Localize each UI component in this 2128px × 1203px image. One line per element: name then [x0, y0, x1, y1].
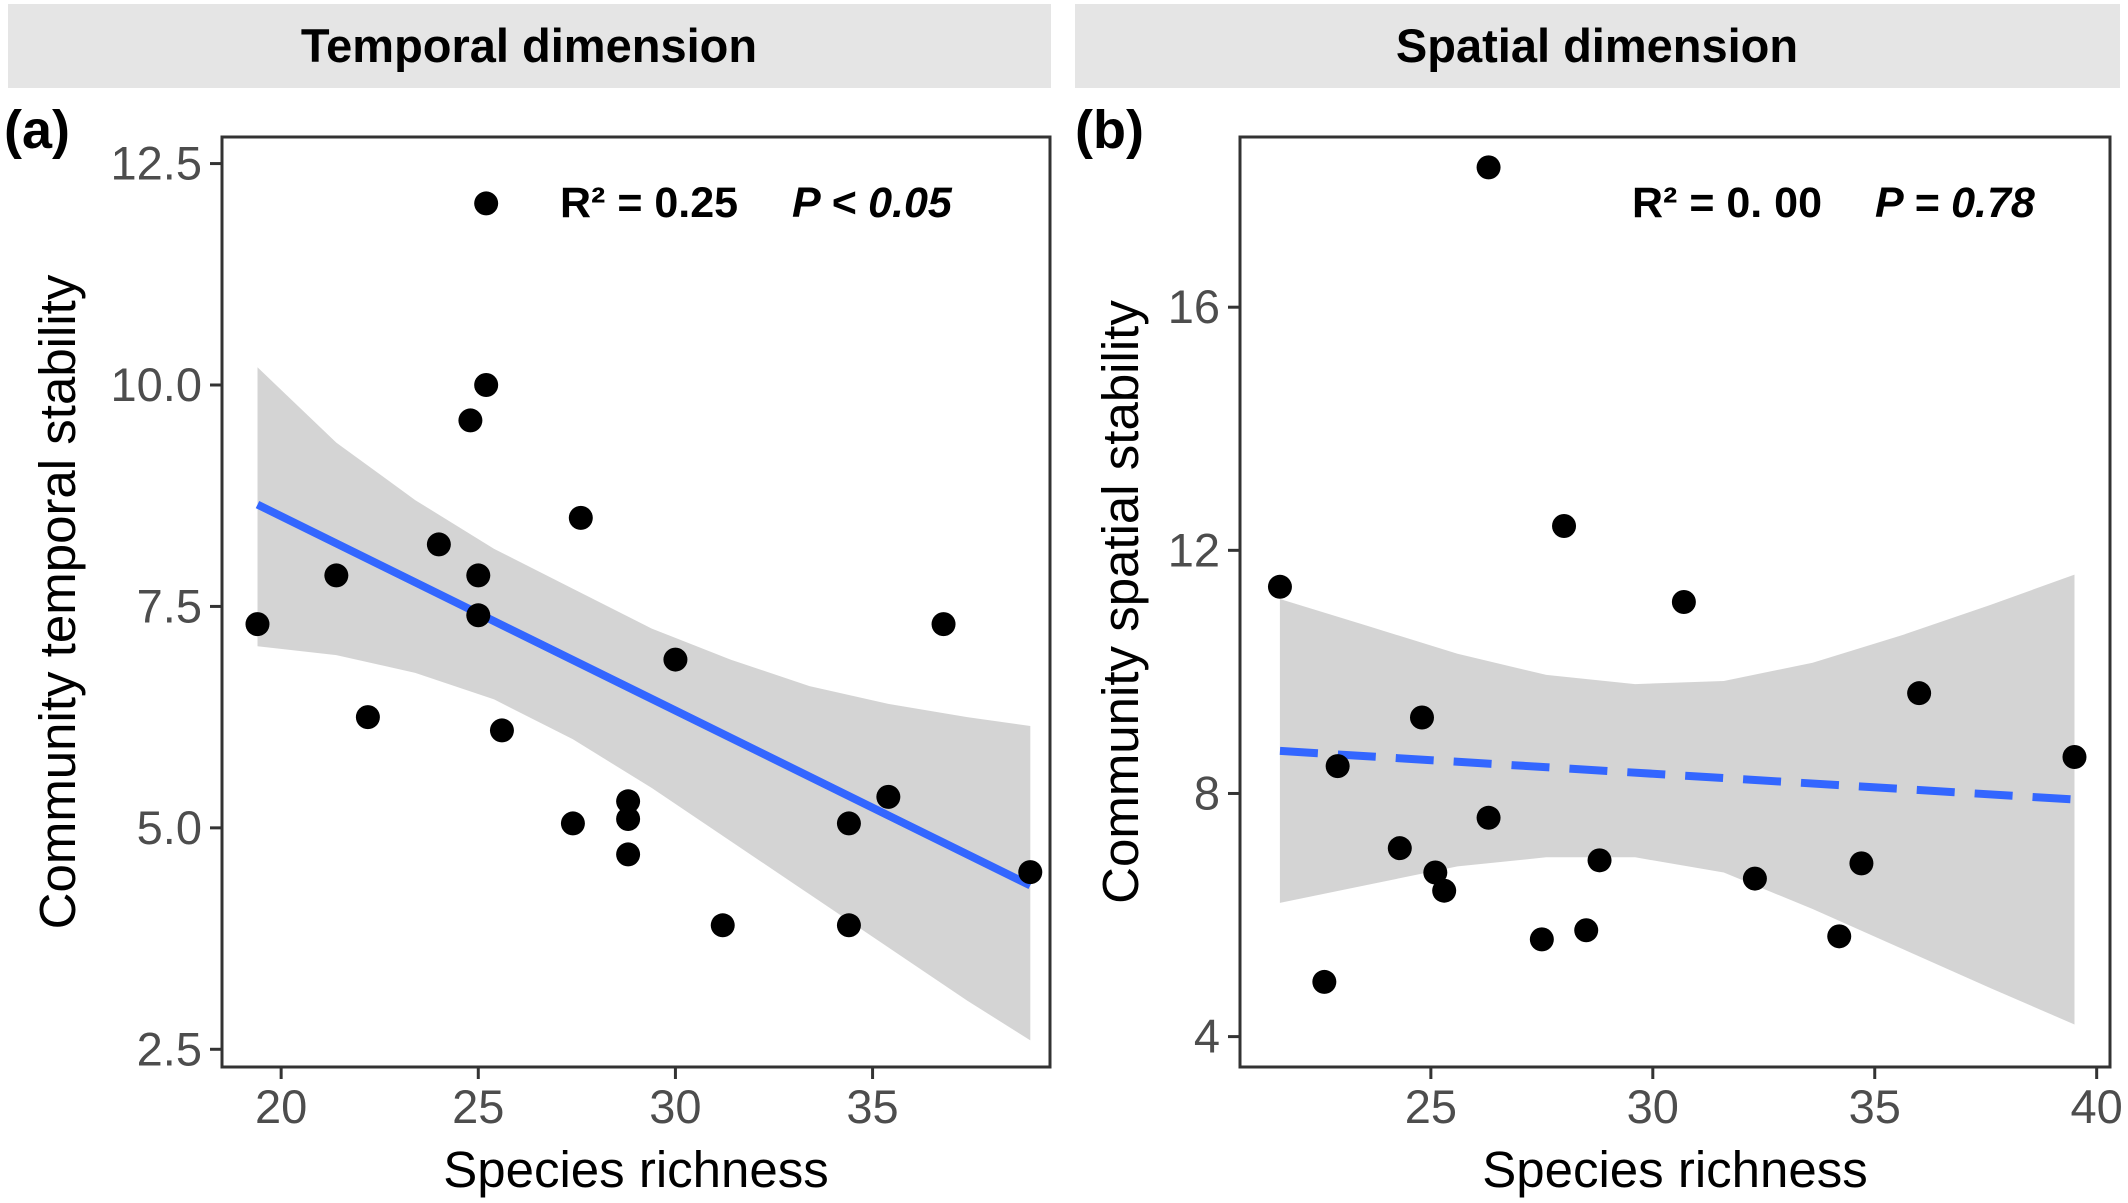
confidence-band [1279, 574, 2075, 1025]
data-point [616, 789, 641, 814]
x-tick-label: 40 [2071, 1080, 2123, 1133]
strip-title-temporal: Temporal dimension [301, 19, 757, 72]
annotation-p-b: P = 0.78 [1875, 179, 2035, 227]
data-point [931, 612, 956, 637]
data-point [1387, 836, 1412, 861]
data-point [1432, 878, 1457, 903]
data-point [616, 807, 641, 831]
x-tick-label: 35 [846, 1080, 898, 1133]
panel-temporal: 2.5 5.0 7.5 10.0 12.5 20 25 30 35 Species richn… [29, 135, 1052, 1198]
y-axis-title-a: Community temporal stability [29, 274, 86, 929]
strip-spatial [1075, 4, 2120, 88]
data-point [426, 532, 451, 557]
x-axis-title-b: Species richness [1482, 1141, 1868, 1198]
data-point [1018, 860, 1043, 885]
data-point [1849, 851, 1874, 876]
x-tick-label: 35 [1849, 1080, 1901, 1133]
data-point [1423, 860, 1448, 885]
data-point [710, 913, 735, 938]
x-tick-label: 20 [255, 1080, 307, 1133]
y-tick-label: 2.5 [137, 1022, 202, 1075]
data-point [663, 647, 688, 672]
data-point [474, 373, 499, 397]
data-point [1267, 574, 1292, 599]
x-tick-label: 30 [649, 1080, 701, 1133]
data-point [1476, 805, 1501, 830]
y-tick-label: 4 [1194, 1010, 1220, 1063]
data-point [489, 718, 514, 743]
data-point [568, 505, 593, 530]
data-point [560, 811, 585, 836]
data-point [616, 842, 641, 867]
regression-line [1279, 746, 2075, 804]
annotation-p-a: P < 0.05 [792, 179, 953, 227]
data-point [836, 811, 861, 836]
data-point [1312, 969, 1337, 994]
x-tick-label: 25 [1405, 1080, 1457, 1133]
y-tick-label: 10.0 [111, 358, 202, 411]
panel-label-a: (a) [4, 100, 70, 160]
data-point [2062, 745, 2087, 769]
y-axis-title-b: Community spatial stability [1092, 300, 1149, 904]
annotation-r2-b: R² = 0. 00 [1632, 179, 1822, 227]
strip-title-spatial: Spatial dimension [1396, 19, 1798, 72]
data-point [1552, 514, 1577, 539]
strip-temporal [8, 4, 1051, 88]
y-tick-label: 16 [1168, 280, 1220, 333]
data-point [1587, 848, 1612, 873]
y-tick-label: 5.0 [137, 801, 202, 854]
x-axis-title-a: Species richness [443, 1141, 829, 1198]
x-tick-label: 25 [452, 1080, 504, 1133]
data-point [245, 612, 270, 637]
data-point [474, 191, 499, 216]
regression-line [255, 500, 1033, 890]
data-point [1476, 155, 1501, 180]
y-tick-label: 7.5 [137, 579, 202, 632]
panel-spatial: 4 8 12 16 25 30 35 40 Species richness Communi… [1092, 135, 2123, 1198]
data-point [466, 563, 491, 588]
data-point [458, 408, 483, 433]
panel-label-b: (b) [1075, 100, 1144, 160]
data-point [1827, 924, 1852, 949]
data-point [1671, 590, 1696, 614]
data-point [1907, 681, 1932, 706]
data-point [1409, 705, 1434, 730]
data-point [876, 784, 901, 809]
data-point [1529, 927, 1554, 952]
y-tick-label: 12 [1168, 523, 1220, 576]
data-point [355, 705, 380, 730]
y-tick-label: 12.5 [111, 137, 202, 190]
data-point [1574, 918, 1599, 943]
data-point [466, 603, 491, 628]
data-point [1325, 754, 1350, 779]
data-point [1742, 866, 1767, 891]
y-tick-label: 8 [1194, 766, 1220, 819]
annotation-r2-a: R² = 0.25 [560, 179, 738, 227]
confidence-band [257, 367, 1031, 1041]
x-tick-label: 30 [1627, 1080, 1679, 1133]
data-point [836, 913, 861, 938]
data-point [324, 563, 349, 588]
